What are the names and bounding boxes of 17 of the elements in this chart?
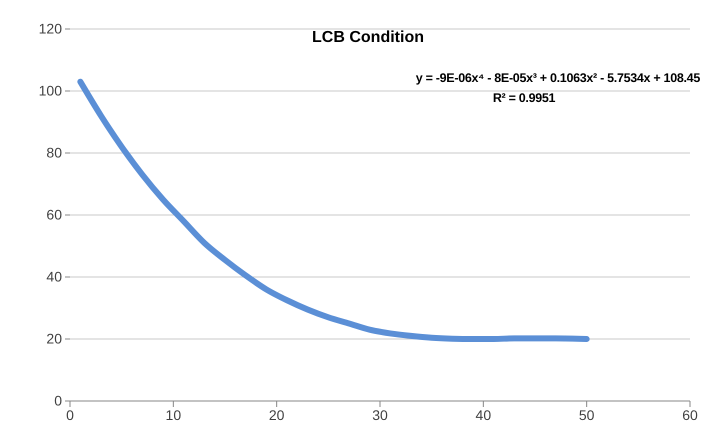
- x-tick-label: 50: [578, 406, 595, 423]
- chart-title: LCB Condition: [312, 29, 424, 46]
- y-tick-label: 40: [46, 268, 62, 284]
- x-tick-label: 0: [66, 406, 74, 423]
- y-tick-label: 0: [54, 392, 62, 408]
- x-tick-label: 20: [268, 406, 285, 423]
- x-tick-label: 10: [166, 406, 182, 423]
- y-tick-label: 120: [38, 20, 62, 36]
- y-tick-label: 100: [38, 82, 62, 98]
- x-tick-label: 40: [476, 406, 492, 423]
- x-tick-label: 60: [682, 406, 698, 423]
- annotation: R² = 0.9951: [492, 91, 556, 105]
- y-tick-label: 80: [46, 144, 62, 160]
- y-tick-label: 20: [46, 330, 62, 346]
- y-tick-label: 60: [46, 206, 62, 222]
- x-tick-label: 30: [372, 406, 388, 423]
- annotation: y = -9E-06x⁴ - 8E-05x³ + 0.1063x² - 5.7534x + 108.45: [416, 71, 700, 85]
